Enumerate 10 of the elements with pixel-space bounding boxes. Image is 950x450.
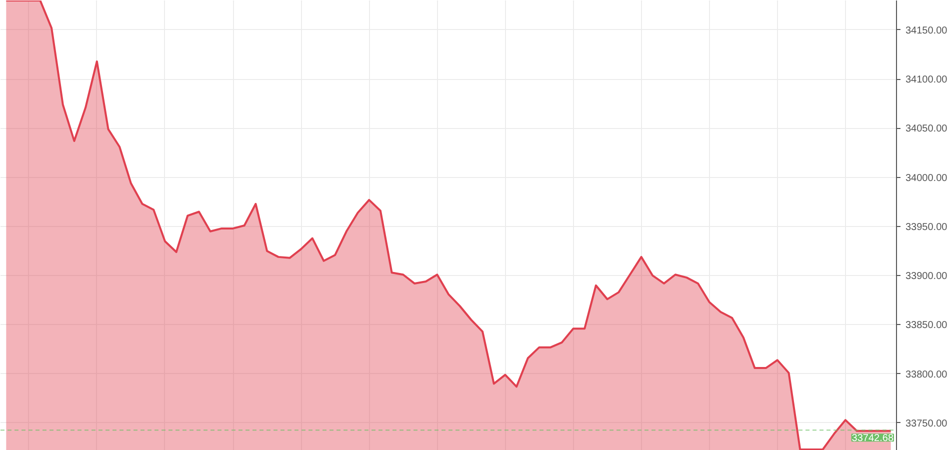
y-tick-label: 33800.00	[906, 369, 948, 380]
y-tick-label: 33950.00	[906, 222, 948, 233]
y-tick-label: 33750.00	[906, 418, 948, 430]
y-tick-label: 33850.00	[906, 320, 948, 332]
y-tick-label: 34050.00	[906, 124, 948, 135]
y-tick-label: 33900.00	[906, 271, 948, 282]
y-tick-label: 34150.00	[906, 25, 948, 36]
ref-line-label: 33742.68	[852, 433, 894, 444]
y-tick-label: 34000.00	[906, 172, 948, 184]
y-tick-label: 34100.00	[906, 74, 948, 86]
